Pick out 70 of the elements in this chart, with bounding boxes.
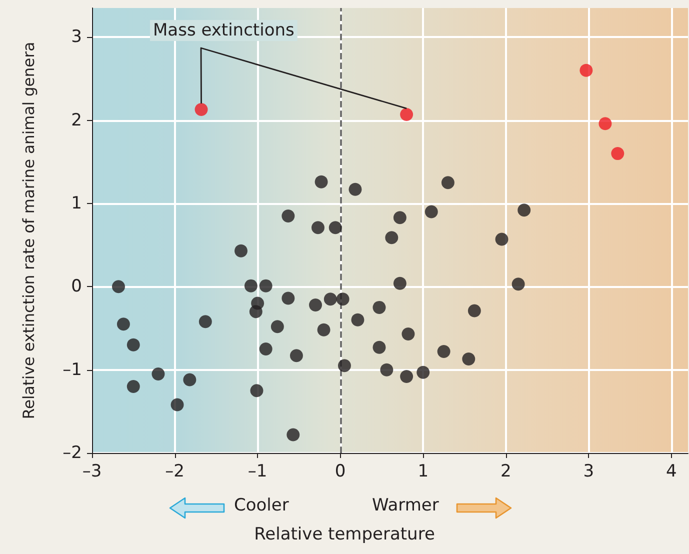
point: [372, 300, 386, 314]
point: [424, 205, 438, 218]
point: [336, 292, 350, 306]
point: [250, 384, 264, 398]
point: [437, 345, 450, 358]
x-tick-label: –3: [82, 462, 102, 482]
y-tick-label: 3: [71, 27, 82, 48]
text: Cooler: [234, 496, 289, 516]
x-tick-label: 0: [334, 462, 346, 482]
point: [328, 221, 342, 234]
point: [311, 221, 324, 234]
point: [249, 305, 262, 318]
point: [309, 298, 322, 312]
point: [126, 338, 140, 352]
x-tick-label: –2: [165, 462, 184, 482]
y-axis-title: Relative extinction rate of marine animal genera: [20, 42, 38, 420]
point: [598, 117, 612, 130]
x-axis-title: Relative temperature: [254, 524, 435, 544]
point: [244, 279, 258, 292]
point: [194, 102, 208, 116]
x-tick-label: 2: [500, 462, 512, 482]
y-tick-label: –1: [62, 360, 82, 380]
point: [393, 211, 406, 224]
point: [314, 175, 328, 188]
point: [380, 363, 394, 376]
point: [286, 428, 300, 442]
point: [282, 209, 295, 222]
point: [400, 108, 414, 121]
y-tick-label: 1: [71, 193, 82, 214]
point: [234, 244, 248, 258]
point: [183, 373, 196, 386]
point: [402, 328, 415, 341]
point: [468, 304, 481, 318]
x-tick-label: 1: [418, 462, 429, 482]
point: [126, 380, 140, 393]
point: [462, 352, 476, 366]
x-tick-label: 3: [583, 462, 594, 482]
point: [152, 367, 165, 380]
point: [259, 342, 272, 356]
point: [385, 231, 398, 244]
point: [495, 232, 508, 246]
text: Warmer: [372, 496, 439, 516]
point: [393, 276, 406, 290]
point: [259, 279, 272, 292]
point: [400, 370, 414, 383]
point: [441, 176, 454, 190]
x-tick-label: 4: [666, 462, 677, 482]
point: [112, 280, 125, 294]
point: [611, 147, 624, 160]
point: [290, 349, 303, 362]
point: [324, 292, 337, 306]
point: [348, 182, 362, 196]
point: [270, 320, 284, 334]
point: [518, 204, 531, 217]
point: [282, 292, 295, 305]
annotation: Mass extinctions: [153, 20, 294, 40]
point: [512, 278, 525, 291]
point: [317, 323, 330, 336]
y-tick-label: –2: [62, 443, 82, 463]
point: [351, 313, 364, 326]
point: [580, 64, 593, 77]
point: [198, 315, 212, 328]
y-tick-label: 2: [71, 110, 82, 130]
point: [116, 318, 130, 331]
point: [338, 359, 351, 372]
y-tick-label: 0: [71, 276, 82, 297]
point: [372, 340, 386, 354]
point: [416, 366, 430, 379]
x-tick-label: –1: [248, 462, 268, 482]
point: [170, 398, 184, 412]
